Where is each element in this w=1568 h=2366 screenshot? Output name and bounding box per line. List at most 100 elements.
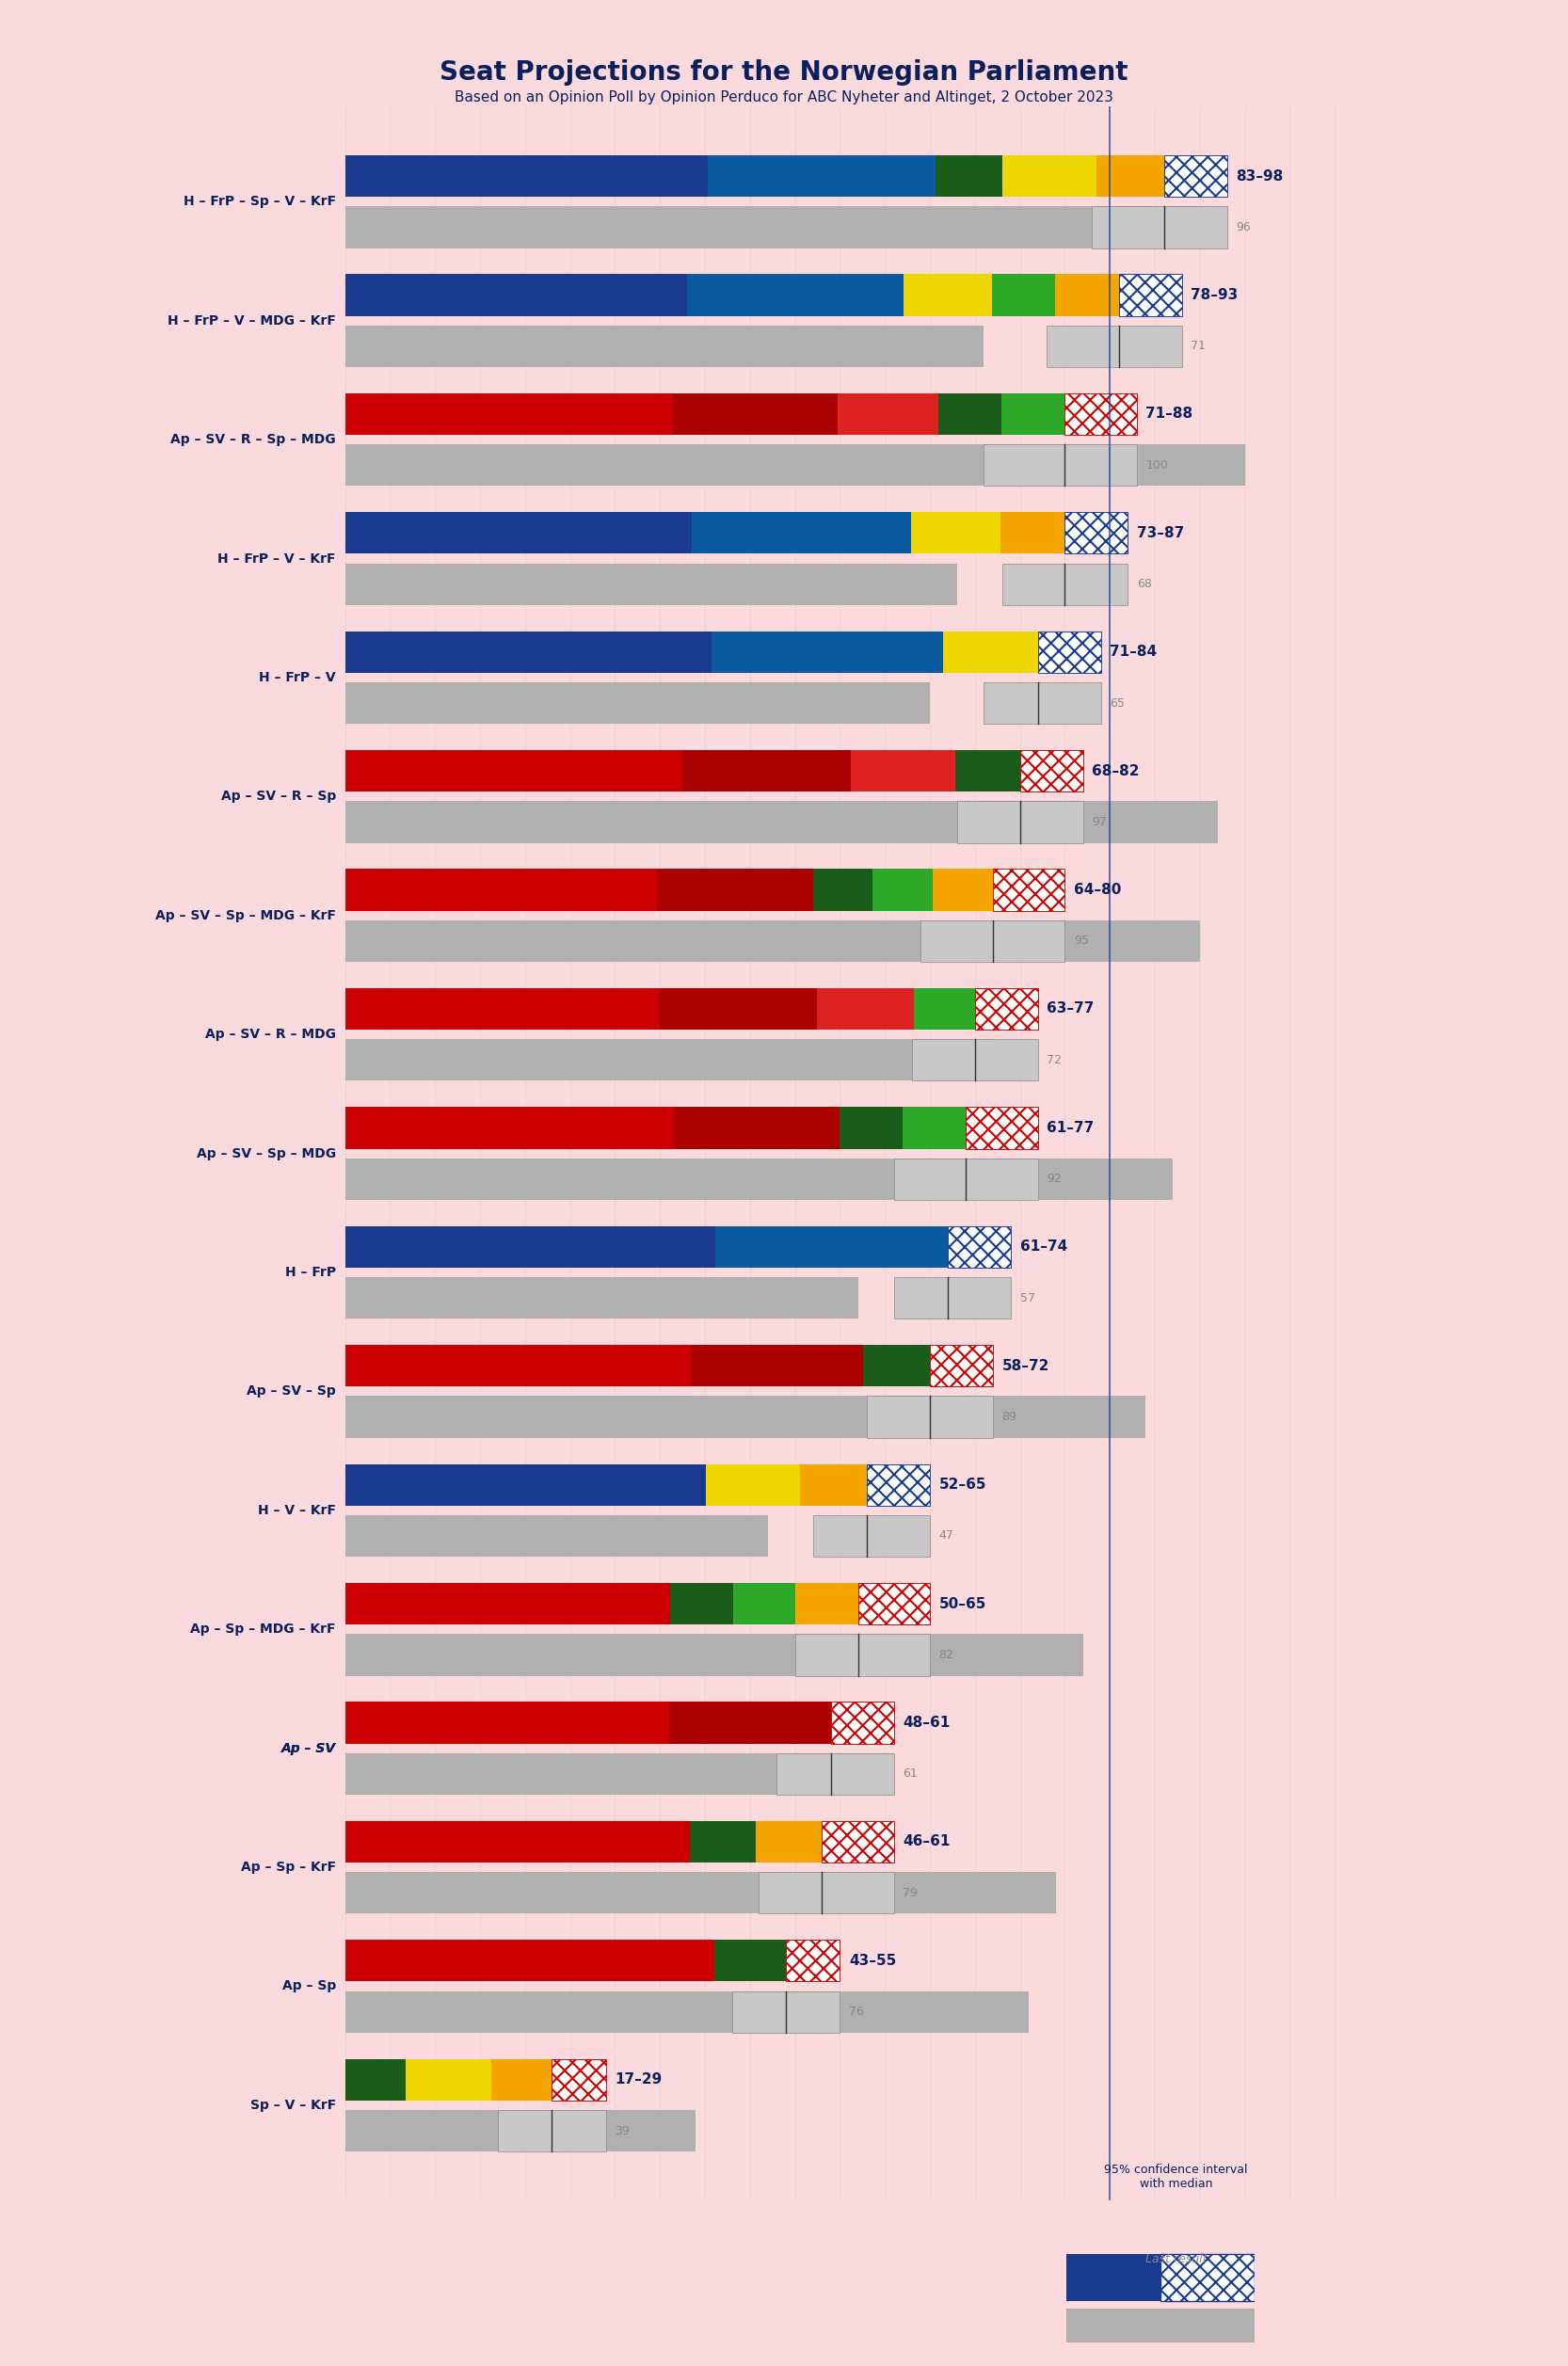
Bar (345, 2058, 406, 2101)
Text: 61: 61 (903, 1767, 917, 1779)
Text: 46–61: 46–61 (903, 1834, 950, 1848)
Text: 83–98: 83–98 (1236, 168, 1283, 182)
Bar (1004, 156, 1096, 196)
Bar (1047, 327, 1182, 367)
Bar (732, 1992, 840, 2032)
Bar (1091, 206, 1226, 248)
Bar (864, 1344, 930, 1386)
Bar (942, 632, 1038, 672)
Bar (345, 1159, 1173, 1200)
Bar (894, 1278, 1011, 1318)
Text: H – V – KrF: H – V – KrF (257, 1505, 336, 1517)
Text: 73–87: 73–87 (1137, 525, 1184, 539)
Text: 71–84: 71–84 (1110, 646, 1157, 660)
Text: Based on an Opinion Poll by Opinion Perduco for ABC Nyheter and Altinget, 2 Octo: Based on an Opinion Poll by Opinion Perd… (455, 90, 1113, 104)
Bar (776, 1753, 894, 1796)
Bar (812, 1514, 930, 1557)
Bar (920, 920, 1065, 963)
Bar (822, 1822, 894, 1862)
Text: 68: 68 (1137, 577, 1152, 589)
Text: 65: 65 (1110, 698, 1124, 710)
Text: H – FrP – Sp – V – KrF: H – FrP – Sp – V – KrF (183, 194, 336, 208)
Bar (715, 1226, 949, 1268)
Bar (345, 445, 1245, 485)
Bar (1002, 393, 1065, 435)
Text: Ap – SV: Ap – SV (281, 1741, 336, 1756)
Bar (795, 1635, 930, 1675)
Bar (956, 802, 1083, 842)
Bar (345, 1583, 670, 1625)
Text: 89: 89 (1002, 1410, 1016, 1422)
Bar (839, 1107, 903, 1148)
Bar (552, 2058, 605, 2101)
Text: 39: 39 (615, 2125, 630, 2136)
Text: Ap – Sp – KrF: Ap – Sp – KrF (241, 1860, 336, 1874)
Bar (406, 2058, 491, 2101)
Bar (756, 1822, 822, 1862)
Bar (1066, 2252, 1160, 2300)
Bar (975, 989, 1038, 1029)
Text: H – FrP – V: H – FrP – V (259, 672, 336, 684)
Text: Ap – SV – Sp – MDG – KrF: Ap – SV – Sp – MDG – KrF (155, 909, 336, 923)
Bar (873, 868, 933, 911)
Text: 61–74: 61–74 (1019, 1240, 1068, 1254)
Bar (966, 1107, 1038, 1148)
Text: Last result: Last result (1145, 2252, 1207, 2267)
Bar (759, 1872, 894, 1914)
Bar (712, 632, 942, 672)
Bar (1163, 156, 1226, 196)
Bar (682, 750, 851, 793)
Text: Ap – Sp – MDG – KrF: Ap – Sp – MDG – KrF (191, 1623, 336, 1635)
Bar (903, 1107, 966, 1148)
Text: 78–93: 78–93 (1190, 289, 1239, 303)
Bar (975, 989, 1038, 1029)
Bar (345, 802, 1218, 842)
Bar (800, 1465, 867, 1505)
Bar (786, 1940, 840, 1980)
Bar (930, 1344, 993, 1386)
Bar (690, 1344, 864, 1386)
Bar (1002, 563, 1127, 606)
Text: 92: 92 (1047, 1174, 1062, 1185)
Bar (345, 274, 687, 317)
Text: 64–80: 64–80 (1074, 883, 1121, 897)
Bar (345, 1344, 690, 1386)
Text: Sp – V – KrF: Sp – V – KrF (249, 2099, 336, 2113)
Bar (1038, 632, 1101, 672)
Bar (345, 1396, 1146, 1439)
Bar (345, 156, 707, 196)
Bar (1065, 393, 1137, 435)
Bar (345, 1701, 670, 1744)
Bar (955, 750, 1019, 793)
Bar (657, 868, 812, 911)
Bar (914, 989, 975, 1029)
Bar (939, 393, 1002, 435)
Bar (817, 989, 914, 1029)
Text: 76: 76 (848, 2006, 864, 2018)
Text: 79: 79 (903, 1886, 917, 1900)
Bar (707, 156, 936, 196)
Text: 71–88: 71–88 (1146, 407, 1193, 421)
Bar (670, 1701, 831, 1744)
Text: 50–65: 50–65 (939, 1597, 986, 1611)
Text: H – FrP – V – MDG – KrF: H – FrP – V – MDG – KrF (168, 315, 336, 327)
Bar (670, 1583, 732, 1625)
Bar (345, 632, 712, 672)
Bar (795, 1583, 858, 1625)
Bar (786, 1940, 840, 1980)
Text: 63–77: 63–77 (1047, 1001, 1094, 1015)
Bar (345, 511, 691, 554)
Bar (1055, 274, 1120, 317)
Bar (1065, 511, 1127, 554)
Bar (867, 1465, 930, 1505)
Text: 96: 96 (1236, 220, 1251, 234)
Text: 95: 95 (1074, 935, 1088, 946)
Bar (345, 1635, 1083, 1675)
Bar (933, 868, 993, 911)
Bar (851, 750, 955, 793)
Bar (345, 1822, 690, 1862)
Bar (491, 2058, 552, 2101)
Bar (345, 1226, 715, 1268)
Bar (706, 1465, 800, 1505)
Bar (812, 868, 873, 911)
